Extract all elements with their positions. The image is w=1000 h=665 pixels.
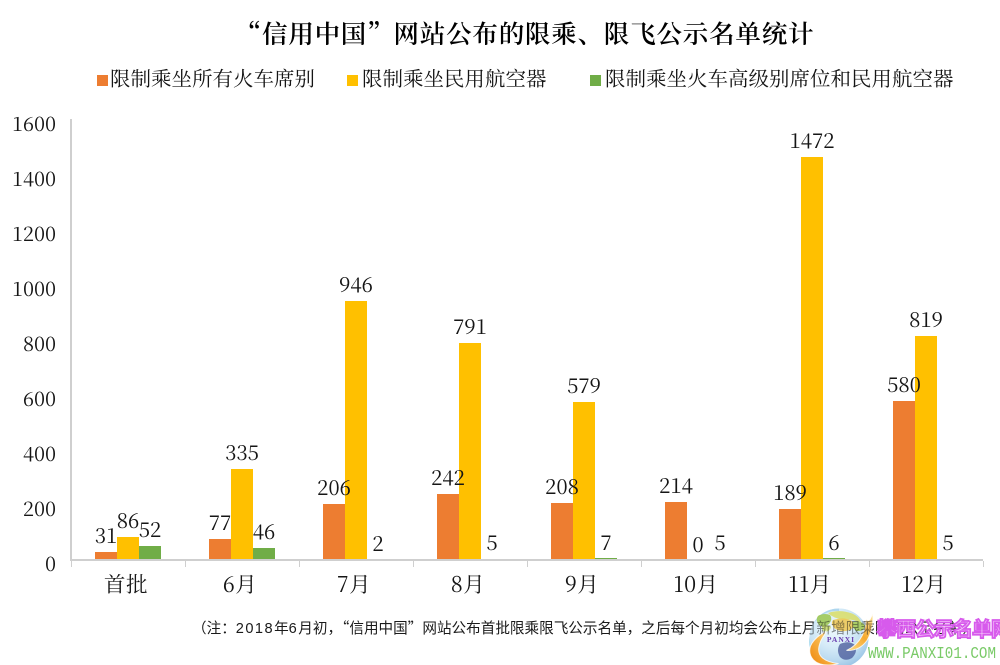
svg-text:WWW.PANXI01.COM: WWW.PANXI01.COM [868,645,996,663]
